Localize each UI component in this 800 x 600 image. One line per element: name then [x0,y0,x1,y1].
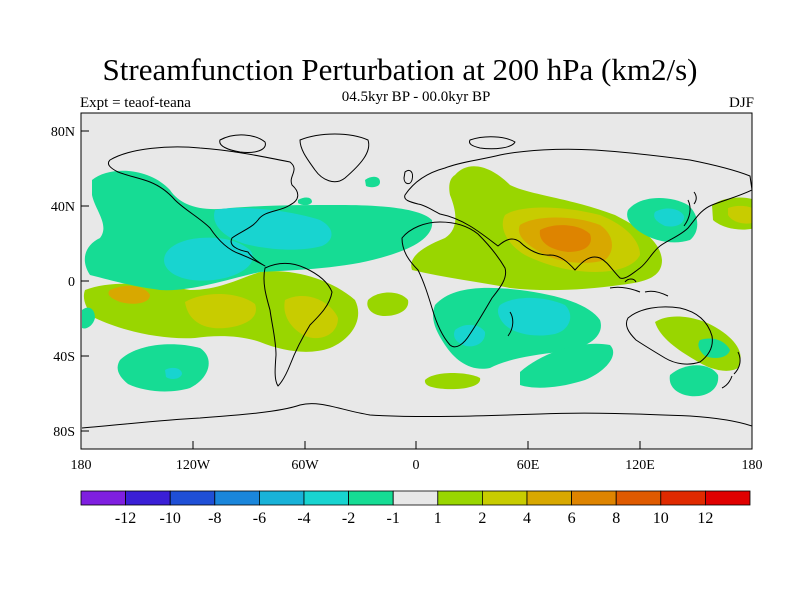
lon-label: 180 [71,458,92,473]
contour-fills [82,166,752,397]
coast-new-zealand [721,351,741,389]
colorbar-label: 10 [653,510,669,527]
coastlines [81,133,752,429]
coast-north-america [107,146,299,267]
colorbar-label: -10 [160,510,181,527]
colorbar-label: -4 [297,510,310,527]
colorbar-label: -6 [253,510,266,527]
coast-australia [625,306,713,365]
coast-south-america [263,263,333,387]
lat-label: 80S [53,425,75,440]
colorbar-label: 12 [697,510,713,527]
colorbar-swatch [437,490,483,506]
colorbar-swatch [80,490,126,506]
contour-pos2-north-pacific [728,205,752,224]
colorbar: -12 -10 -8 -6 -4 -2 -1 1 2 4 6 8 10 12 [80,490,751,527]
plot-subtitle: 04.5kyr BP - 00.0kyr BP [341,89,491,105]
lat-label: 40S [53,350,75,365]
coast-europe-asia [404,148,752,279]
contour-pos2-south-pacific [185,293,256,329]
colorbar-label: -12 [115,510,136,527]
contour-pos4-south-pacific [108,285,150,304]
lon-label: 180 [742,458,763,473]
colorbar-label: 8 [612,510,620,527]
contour-neg2-west-pacific [654,208,685,227]
contour-neg-antarctic [698,338,730,358]
colorbar-swatch [526,490,572,506]
contour-neg2-south-pacific [165,367,182,379]
lat-label: 80N [51,125,75,140]
lon-label: 120W [176,458,211,473]
colorbar-swatch [125,490,171,506]
colorbar-swatch [660,490,706,506]
lat-tick-labels: 80N 40N 0 40S 80S [51,125,75,440]
experiment-label: Expt = teaof-teana [80,95,191,111]
colorbar-label: -8 [208,510,221,527]
coast-indonesia [609,278,669,297]
colorbar-swatch [214,490,260,506]
lon-tick-labels: 180 120W 60W 0 60E 120E 180 [71,458,763,473]
colorbar-swatch [392,490,439,506]
contour-pos6-asia [539,225,591,252]
colorbar-swatch [348,490,394,506]
coast-madagascar [507,311,514,337]
contour-neg2-caribbean [214,208,332,250]
colorbar-label: 6 [568,510,576,527]
lon-label: 60E [517,458,540,473]
coast-greenland [299,133,370,183]
coast-africa [401,221,507,348]
contour-neg-east-pacific-south [117,344,209,392]
lon-label: 60W [291,458,319,473]
colorbar-swatch [615,490,662,506]
lon-label: 0 [413,458,420,473]
colorbar-label: -1 [387,510,400,527]
coast-japan [683,191,697,227]
coast-antarctica [81,403,752,429]
contour-pos-southern-ocean [424,373,481,390]
colorbar-swatch [481,490,528,506]
contour-neg-atlantic-north [365,176,380,188]
colorbar-label: 1 [434,510,442,527]
lon-label: 120E [625,458,655,473]
contour-neg-west-south-pacific [82,307,95,329]
coast-arctic-islands [219,134,516,153]
season-label: DJF [728,95,754,111]
colorbar-swatch [303,490,349,506]
coast-uk [403,169,413,185]
plot-title: Streamfunction Perturbation at 200 hPa (… [102,52,698,87]
colorbar-label: -2 [342,510,355,527]
colorbar-label: 4 [523,510,531,527]
colorbar-swatch [571,490,617,506]
contour-pos-south-atlantic [367,292,409,316]
contour-neg2-indian-ocean [497,297,571,336]
lat-label: 0 [68,275,75,290]
contour-pos2-south-america [284,296,338,339]
contour-neg-atlantic-small [298,197,312,206]
colorbar-swatch [705,490,751,506]
contour-neg2-north-pacific [164,237,253,281]
axis-ticks [80,130,753,449]
colorbar-label: 2 [478,510,486,527]
colorbar-swatch [169,490,216,506]
colorbar-swatch [258,490,305,506]
contour-neg-indian-ocean [520,343,614,388]
lat-label: 40N [51,200,75,215]
contour-neg-tasman [669,365,719,397]
